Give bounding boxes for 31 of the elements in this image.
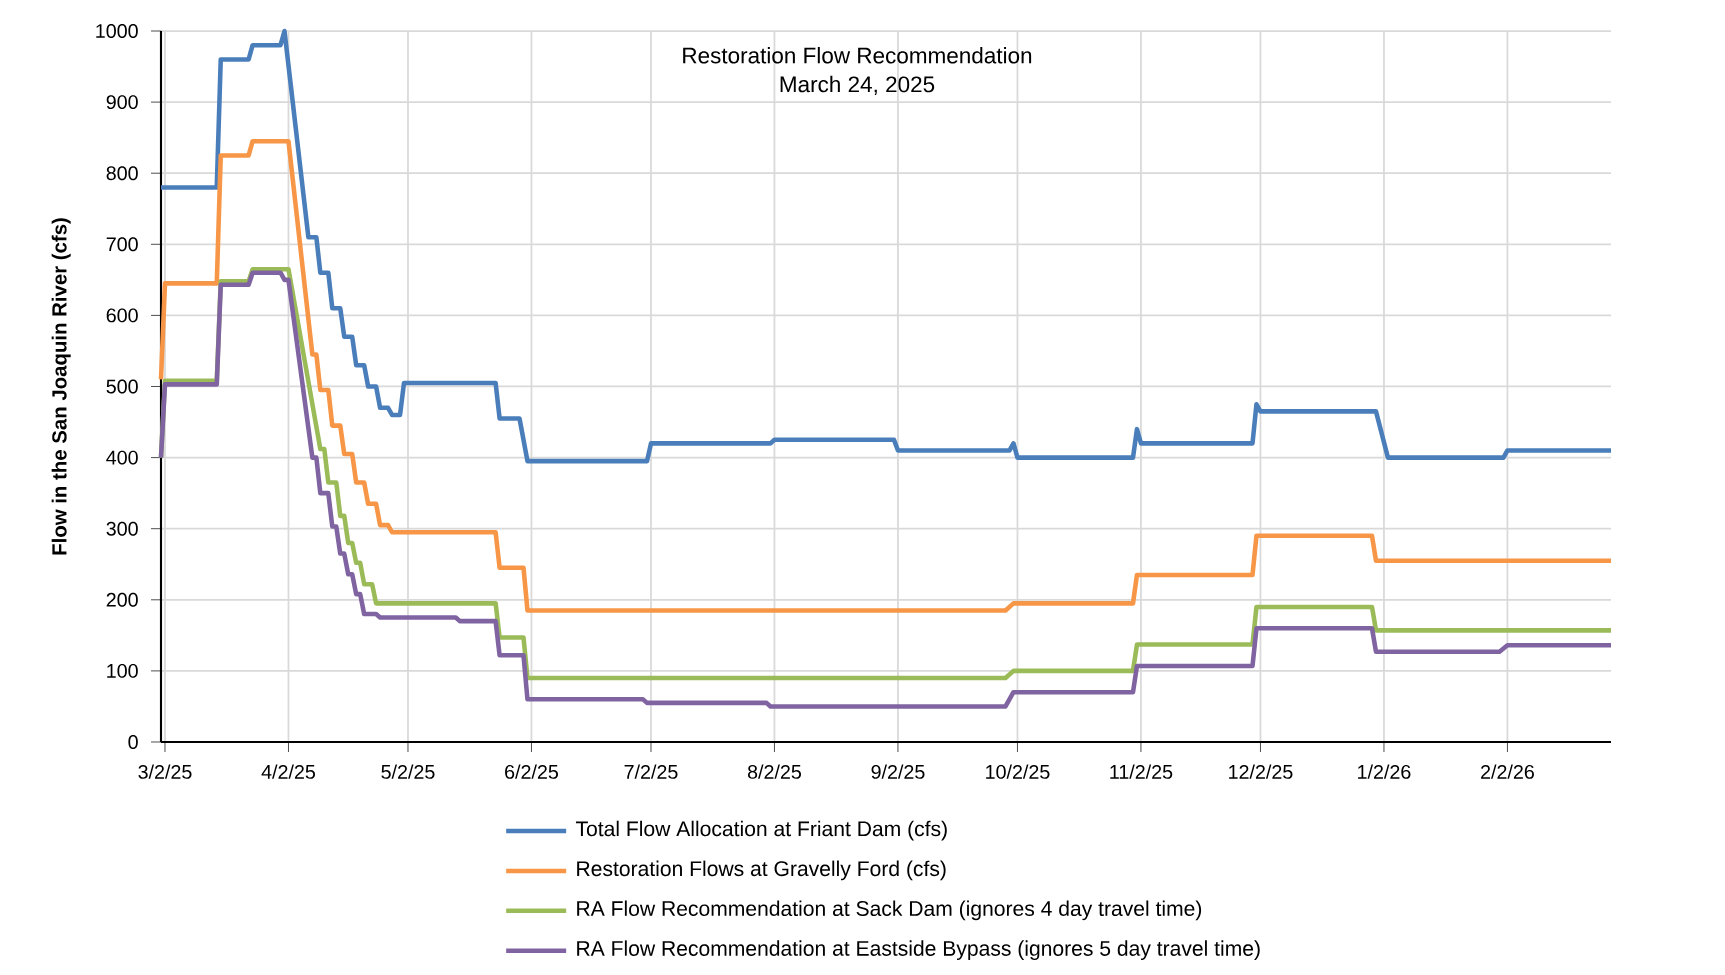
- legend-label: Restoration Flows at Gravelly Ford (cfs): [577, 860, 946, 881]
- y-tick-label: 600: [106, 308, 138, 323]
- legend-label: RA Flow Recommendation at Eastside Bypass (ignores 5 day travel time): [577, 940, 1260, 961]
- x-tick-label: 7/2/25: [624, 764, 678, 779]
- y-tick-label: 0: [128, 735, 138, 749]
- text: Restoration Flow Recommendation: [683, 46, 1032, 64]
- x-tick-label: 5/2/25: [381, 764, 435, 779]
- y-tick-label: 700: [106, 237, 138, 252]
- x-tick-label: 8/2/25: [747, 764, 802, 779]
- x-tick-label: 2/2/26: [1481, 764, 1534, 779]
- y-tick-label: 500: [106, 379, 138, 394]
- y-tick-label: 1000: [96, 24, 138, 38]
- y-tick-label: 400: [106, 450, 138, 465]
- legend-label: Total Flow Allocation at Friant Dam (cfs): [575, 820, 947, 841]
- x-tick-label: 12/2/25: [1229, 764, 1293, 779]
- x-tick-label: 10/2/25: [986, 764, 1050, 779]
- x-tick-label: 11/2/25: [1110, 764, 1173, 779]
- x-tick-label: 3/2/25: [138, 764, 192, 779]
- x-tick-label: 4/2/25: [261, 764, 316, 779]
- x-tick-label: 1/2/26: [1358, 764, 1411, 779]
- y-tick-label: 200: [106, 592, 138, 607]
- y-tick-label: 100: [107, 663, 138, 678]
- y-axis-title: Flow in the San Joaquin River (cfs): [51, 218, 71, 555]
- text: March 24, 2025: [780, 75, 935, 95]
- line-series: [158, 138, 1614, 613]
- y-tick-label: 300: [106, 521, 138, 536]
- y-tick-label: 900: [106, 95, 138, 110]
- x-tick-label: 9/2/25: [871, 764, 925, 779]
- y-tick-label: 800: [106, 166, 138, 181]
- x-tick-label: 6/2/25: [505, 764, 559, 779]
- legend-label: RA Flow Recommendation at Sack Dam (ignores 4 day travel time): [577, 900, 1202, 921]
